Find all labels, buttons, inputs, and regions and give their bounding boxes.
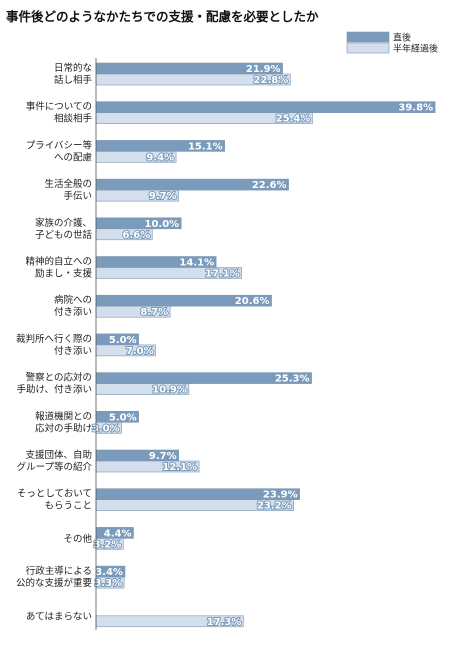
category-group: 家族の介護、子どもの世話 10.0%6.6% [35, 217, 182, 242]
value-label-after: 3.4% [95, 567, 123, 578]
category-label: そっとしておいて [17, 489, 92, 500]
legend-label-six-months: 半年経過後 [393, 43, 438, 55]
category-label: プライバシー等 [26, 139, 93, 151]
value-label-six-months: 7.0% [126, 346, 154, 357]
category-label: 日常的な [54, 62, 92, 74]
category-label: 行政主導による [26, 565, 92, 577]
value-label-six-months: 10.9% [152, 385, 187, 396]
value-label-after: 5.0% [109, 335, 137, 346]
value-label-six-months: 8.7% [140, 307, 168, 318]
value-label-after: 9.7% [149, 451, 177, 462]
value-label-after: 39.8% [398, 103, 433, 114]
value-label-after: 4.4% [104, 528, 132, 539]
value-label-after: 14.1% [179, 258, 214, 269]
category-label: 相談相手 [54, 113, 93, 125]
value-label-six-months: 12.1% [162, 462, 197, 473]
value-label-six-months: 3.0% [92, 423, 120, 434]
bar-after [95, 101, 436, 113]
category-label: 警察との応対の [26, 372, 92, 384]
value-label-six-months: 9.4% [146, 152, 174, 163]
category-group: その他 4.4%3.2% [63, 527, 134, 551]
value-label-six-months: 17.1% [205, 269, 240, 280]
category-label: 話し相手 [54, 74, 93, 86]
value-label-six-months: 17.3% [207, 617, 242, 628]
category-label: 励まし・支援 [35, 268, 93, 280]
value-label-six-months: 25.4% [276, 114, 311, 125]
category-group: あてはまらない 17.3% [26, 611, 244, 629]
value-label-six-months: 22.8% [254, 75, 289, 86]
legend-label-after: 直後 [393, 32, 411, 44]
category-label: 公的な支援が重要 [16, 577, 92, 589]
value-label-after: 5.0% [109, 412, 137, 423]
category-label: 子どもの世話 [35, 229, 93, 241]
category-label: 家族の介護、 [35, 217, 92, 229]
value-label-six-months: 3.3% [94, 578, 122, 589]
value-label-six-months: 3.2% [94, 539, 122, 550]
legend-swatch-after [346, 31, 390, 43]
category-label: 手助け、付き添い [16, 384, 92, 396]
category-label: グループ等の紹介 [17, 461, 93, 473]
category-label: 付き添い [54, 307, 92, 318]
category-label: 病院への [54, 294, 92, 306]
category-label: もらうこと [44, 501, 92, 512]
category-label: その他 [63, 533, 92, 545]
category-label: 応対の手助け [35, 422, 92, 434]
value-label-after: 22.6% [252, 180, 287, 191]
value-label-six-months: 6.6% [122, 230, 150, 241]
category-label: 生活全般の [44, 178, 92, 190]
category-label: 付き添い [54, 346, 92, 357]
category-label: 裁判所へ行く際の [16, 333, 92, 345]
category-label: 手伝い [63, 190, 92, 202]
value-label-after: 21.9% [246, 64, 281, 75]
chart-title: 事件後どのようなかたちでの支援・配慮を必要としたか [6, 9, 319, 24]
value-label-six-months: 23.2% [257, 501, 292, 512]
category-label: あてはまらない [26, 611, 92, 622]
value-label-six-months: 9.7% [149, 191, 177, 202]
category-label: 支援団体、自助 [25, 449, 92, 461]
value-label-after: 20.6% [235, 296, 270, 307]
value-label-after: 25.3% [275, 374, 310, 385]
value-label-after: 15.1% [188, 141, 223, 152]
legend-swatch-six-months [346, 42, 390, 54]
value-label-after: 10.0% [144, 219, 179, 230]
value-label-after: 23.9% [263, 490, 298, 501]
category-label: 事件についての [26, 101, 92, 113]
category-label: への配慮 [54, 151, 93, 163]
category-label: 報道機関との [35, 410, 92, 422]
category-label: 精神的自立への [25, 256, 92, 268]
